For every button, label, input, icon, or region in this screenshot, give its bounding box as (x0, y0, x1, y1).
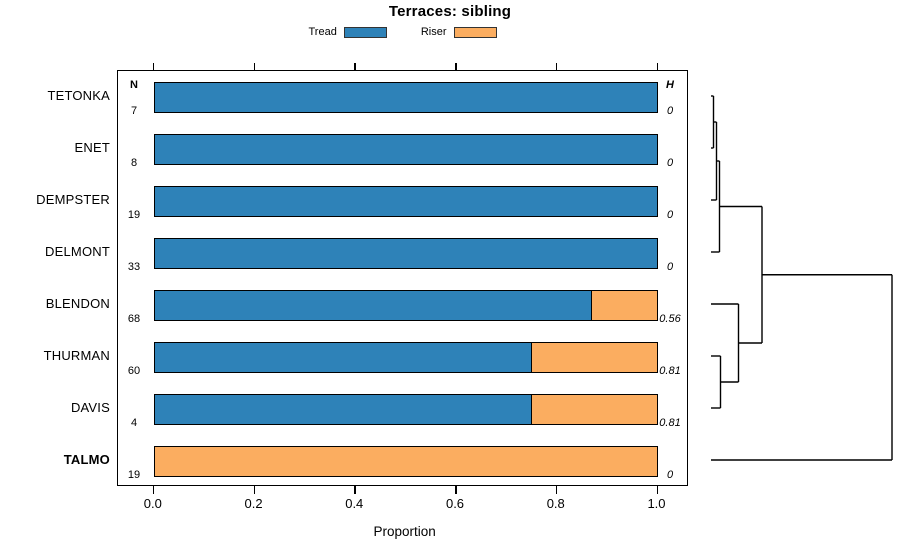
legend-label-tread: Tread (308, 26, 337, 38)
bar-segment-tread (155, 134, 657, 164)
h-value-dempster: 0 (666, 209, 674, 221)
row-label-talmo: TALMO (63, 452, 110, 467)
bottom-tick-0.8 (555, 486, 558, 494)
bar-talmo (154, 445, 658, 477)
h-column-header: H (666, 79, 674, 91)
top-tick-0.6 (455, 62, 457, 70)
row-label-davis: DAVIS (70, 400, 110, 415)
row-label-delmont: DELMONT (45, 244, 110, 259)
row-label-dempster: DEMPSTER (36, 192, 110, 207)
n-value-blendon: 68 (127, 313, 141, 325)
bar-enet (154, 133, 658, 165)
legend-label-riser: Riser (420, 26, 447, 38)
row-label-tetonka: TETONKA (47, 88, 110, 103)
row-label-enet: ENET (74, 140, 110, 155)
bottom-tick-1.0 (656, 486, 658, 494)
n-column-header: N (130, 79, 138, 91)
h-value-blendon: 0.56 (659, 313, 681, 325)
x-tick-label-0.8: 0.8 (546, 496, 565, 511)
x-axis-title: Proportion (373, 524, 436, 539)
h-value-delmont: 0 (666, 261, 674, 273)
legend-item-tread: Tread (309, 26, 387, 38)
n-value-thurman: 60 (127, 365, 141, 377)
x-tick-label-0.2: 0.2 (244, 496, 263, 511)
h-value-enet: 0 (666, 157, 674, 169)
bar-segment-tread (155, 82, 657, 112)
chart-title: Terraces: sibling (388, 3, 512, 20)
top-tick-0.0 (152, 62, 155, 70)
row-label-blendon: BLENDON (45, 296, 110, 311)
legend-item-riser: Riser (421, 26, 497, 38)
plot-area: N H 7 0 8 0 19 0 33 0 68 0.56 60 0.81 4 0.81 19 0 (117, 70, 688, 486)
bottom-tick-0.0 (152, 486, 155, 494)
x-tick-label-0.4: 0.4 (345, 496, 364, 511)
x-tick-label-0.0: 0.0 (143, 496, 162, 511)
legend-swatch-tread (343, 26, 387, 38)
bar-segment-tread (155, 238, 657, 268)
bar-tetonka (154, 81, 658, 113)
bar-davis (154, 393, 658, 425)
n-value-enet: 8 (130, 157, 138, 169)
bottom-tick-0.6 (455, 486, 457, 494)
legend: Tread Riser (117, 26, 688, 38)
x-tick-label-0.6: 0.6 (445, 496, 465, 511)
legend-swatch-riser (453, 26, 497, 38)
bar-blendon (154, 289, 658, 321)
n-value-talmo: 19 (127, 469, 141, 481)
bottom-tick-0.2 (253, 486, 256, 494)
n-value-delmont: 33 (127, 261, 141, 273)
h-value-davis: 0.81 (659, 417, 681, 429)
top-tick-1.0 (656, 62, 658, 70)
row-label-thurman: THURMAN (43, 348, 110, 363)
bar-segment-tread (155, 394, 532, 424)
bar-segment-tread (155, 290, 592, 320)
n-value-davis: 4 (130, 417, 138, 429)
h-value-thurman: 0.81 (659, 365, 681, 377)
n-value-dempster: 19 (127, 209, 141, 221)
bar-dempster (154, 185, 658, 217)
top-tick-0.4 (354, 62, 356, 70)
bottom-tick-0.4 (354, 486, 356, 494)
bar-delmont (154, 237, 658, 269)
bar-segment-tread (155, 186, 657, 216)
x-tick-label-1.0: 1.0 (647, 496, 666, 511)
top-tick-0.8 (555, 62, 558, 70)
h-value-talmo: 0 (666, 469, 674, 481)
bar-thurman (154, 341, 658, 373)
top-tick-0.2 (253, 62, 256, 70)
h-value-tetonka: 0 (666, 105, 674, 117)
n-value-tetonka: 7 (130, 105, 138, 117)
bar-segment-tread (155, 342, 532, 372)
